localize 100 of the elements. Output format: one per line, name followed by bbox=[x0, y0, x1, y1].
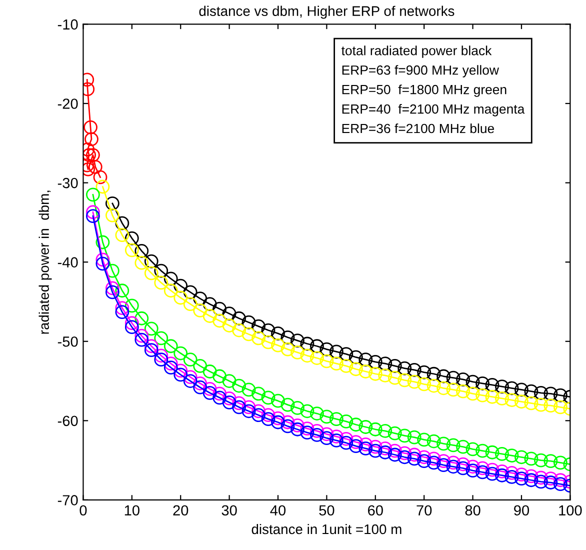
point bbox=[144, 266, 158, 280]
point bbox=[456, 440, 470, 454]
point bbox=[84, 132, 98, 146]
point bbox=[456, 384, 470, 398]
point bbox=[86, 209, 100, 224]
point bbox=[553, 473, 568, 488]
point bbox=[212, 369, 227, 384]
point bbox=[202, 309, 217, 323]
point bbox=[183, 352, 198, 367]
point bbox=[476, 461, 490, 476]
point bbox=[174, 368, 188, 382]
point bbox=[164, 360, 178, 374]
point bbox=[378, 445, 392, 460]
point bbox=[320, 410, 334, 424]
point bbox=[193, 376, 208, 390]
point bbox=[417, 454, 432, 468]
point bbox=[524, 452, 538, 466]
y-tick-label: -10 bbox=[58, 19, 78, 30]
x-tick-label: 100 bbox=[559, 505, 582, 516]
point bbox=[310, 424, 324, 438]
point bbox=[534, 470, 548, 485]
point bbox=[144, 322, 158, 336]
point bbox=[348, 439, 363, 453]
point bbox=[252, 408, 266, 422]
point bbox=[124, 298, 139, 313]
point bbox=[212, 302, 227, 316]
point bbox=[426, 378, 441, 393]
x-tick-label: 0 bbox=[80, 505, 87, 516]
point bbox=[417, 450, 432, 464]
point bbox=[193, 304, 208, 318]
point bbox=[232, 378, 246, 393]
point bbox=[388, 370, 402, 385]
x-tick-label: 10 bbox=[124, 505, 140, 516]
point bbox=[83, 162, 96, 176]
point bbox=[485, 462, 500, 477]
point bbox=[358, 352, 373, 367]
point bbox=[222, 306, 236, 321]
point bbox=[358, 441, 373, 456]
point bbox=[485, 445, 500, 460]
point bbox=[514, 394, 528, 409]
point bbox=[280, 330, 295, 344]
point bbox=[426, 456, 441, 470]
point bbox=[174, 290, 188, 305]
point bbox=[252, 386, 266, 401]
point bbox=[368, 444, 382, 458]
point bbox=[339, 432, 354, 446]
point bbox=[300, 426, 314, 440]
point bbox=[261, 390, 276, 405]
point bbox=[534, 386, 548, 400]
point bbox=[476, 376, 490, 390]
point bbox=[290, 422, 304, 436]
point bbox=[417, 377, 432, 392]
point bbox=[88, 160, 102, 174]
point bbox=[514, 472, 528, 486]
point bbox=[358, 420, 373, 434]
point bbox=[271, 338, 285, 352]
point bbox=[261, 323, 276, 338]
x-tick-label: 30 bbox=[222, 505, 237, 516]
point bbox=[232, 400, 246, 414]
point bbox=[154, 264, 168, 278]
point bbox=[534, 474, 548, 489]
point bbox=[417, 365, 432, 380]
point bbox=[261, 412, 276, 426]
point bbox=[154, 352, 168, 367]
point bbox=[202, 364, 217, 378]
point bbox=[329, 434, 344, 448]
point bbox=[252, 331, 266, 346]
point bbox=[222, 395, 236, 410]
point bbox=[524, 469, 538, 484]
point bbox=[124, 231, 139, 246]
point bbox=[407, 362, 422, 377]
point bbox=[485, 466, 500, 481]
point bbox=[436, 436, 451, 451]
point bbox=[407, 430, 422, 444]
point bbox=[183, 285, 198, 300]
point bbox=[446, 370, 460, 385]
point bbox=[96, 252, 110, 267]
point bbox=[514, 450, 528, 464]
point bbox=[407, 374, 422, 389]
point bbox=[124, 316, 139, 330]
point bbox=[134, 332, 149, 347]
point bbox=[446, 460, 460, 474]
point bbox=[339, 347, 354, 361]
point bbox=[378, 368, 392, 382]
point bbox=[134, 311, 149, 326]
point bbox=[124, 243, 139, 258]
point bbox=[222, 392, 236, 406]
point bbox=[495, 468, 509, 482]
y-tick-label: -70 bbox=[58, 495, 78, 506]
x-tick-label: 50 bbox=[319, 505, 334, 516]
x-tick-label: 80 bbox=[465, 505, 480, 516]
point bbox=[495, 464, 509, 478]
point bbox=[368, 440, 382, 454]
point bbox=[504, 448, 519, 462]
point bbox=[436, 369, 451, 384]
point bbox=[105, 281, 120, 296]
point bbox=[329, 356, 344, 371]
point bbox=[271, 411, 285, 426]
point bbox=[514, 468, 528, 482]
point bbox=[280, 342, 295, 356]
